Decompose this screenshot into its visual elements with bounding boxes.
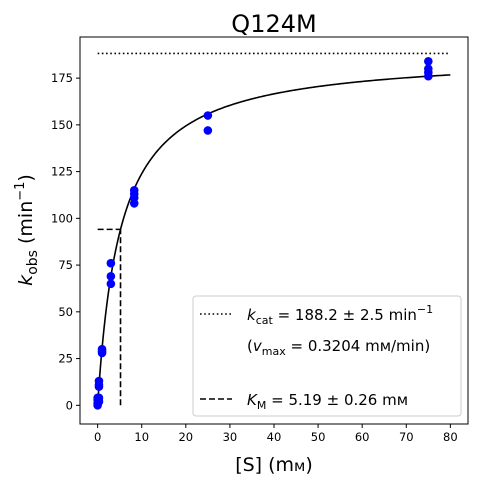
fit-curve [96, 74, 451, 406]
legend-vmax-label: (vmax = 0.3204 mм/min) [247, 337, 430, 358]
data-point [424, 57, 433, 66]
data-points [93, 57, 433, 410]
data-point [424, 64, 433, 74]
data-point [97, 344, 107, 354]
y-tick-label: 100 [51, 211, 73, 225]
chart-title: Q124M [231, 10, 316, 38]
fit-lines [96, 52, 451, 406]
y-tick-label: 150 [51, 118, 73, 132]
x-axis-title: [S] (mм) [235, 454, 313, 476]
y-tick-label: 75 [58, 258, 73, 272]
x-tick-label: 40 [267, 430, 282, 444]
x-tick-label: 20 [178, 430, 193, 444]
x-tick-label: 70 [399, 430, 414, 444]
data-point [129, 186, 139, 195]
x-tick-label: 0 [94, 430, 101, 444]
data-point [94, 376, 104, 386]
x-tick-label: 80 [443, 430, 458, 444]
y-tick-label: 50 [58, 305, 73, 319]
x-tick-label: 60 [355, 430, 370, 444]
y-tick-label: 25 [58, 352, 73, 366]
legend: kcat = 188.2 ± 2.5 min−1 (vmax = 0.3204 … [192, 295, 462, 417]
data-point [203, 126, 213, 135]
data-point [203, 111, 213, 120]
y-tick-label: 125 [51, 165, 73, 179]
legend-kcat-label: kcat = 188.2 ± 2.5 min−1 [247, 303, 433, 327]
data-point [106, 272, 116, 281]
data-point [106, 279, 116, 289]
legend-box [192, 295, 462, 417]
x-tick-label: 30 [223, 430, 238, 444]
y-tick-label: 175 [51, 71, 73, 85]
y-axis-title: kobs (min−1) [13, 174, 41, 286]
data-point [94, 397, 104, 406]
x-tick-label: 50 [311, 430, 326, 444]
legend-km-label: KM = 5.19 ± 0.26 mм [247, 391, 408, 412]
axis-ticks: 0 10 20 30 40 50 60 70 80 0 25 50 75 100 125 150 175 [51, 71, 458, 444]
x-tick-label: 10 [134, 430, 149, 444]
data-point [106, 258, 116, 268]
y-tick-label: 0 [66, 398, 73, 412]
